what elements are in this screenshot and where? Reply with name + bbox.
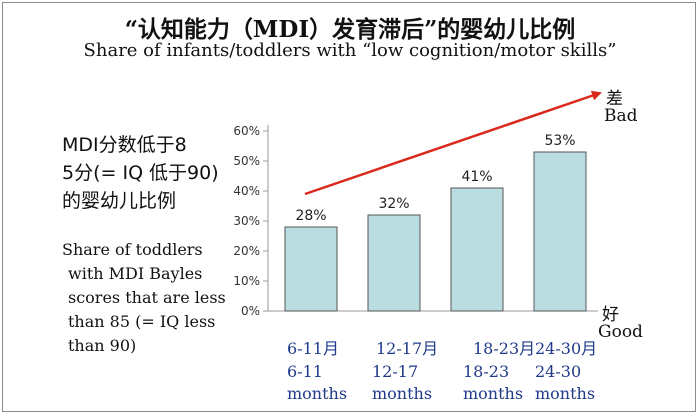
category-label-zh: 6-11月 [287,339,339,358]
left-label-en-line-1: Share of toddlers [62,240,203,259]
category-label-en: 18-23 months [463,361,523,405]
left-label-en-line-3: scores that are less [68,288,226,307]
bar-value-label: 28% [295,208,326,224]
good-label-zh: 好 [602,305,619,325]
bar-value-label: 41% [461,169,492,185]
good-label-en: Good [598,322,643,342]
chart-title: “认知能力（MDI）发育滞后”的婴幼儿比例 [124,16,576,43]
y-tick-label: 40% [233,184,260,198]
bad-label-zh: 差 [606,89,623,109]
category-unit: months [287,384,348,403]
bar [533,151,587,312]
bar [450,187,504,312]
category-unit: months [463,384,524,403]
trend-arrow [304,90,602,196]
category-range: 6-11 [287,362,323,381]
category-range: 24-30 [535,362,582,381]
y-tick-label: 10% [233,274,260,288]
category-label-en: 6-11 months [287,361,347,405]
bad-label-en: Bad [604,106,638,126]
y-tick-label: 20% [233,244,260,258]
category-range: 12-17 [372,362,419,381]
category-label-en: 12-17 months [372,361,432,405]
left-label-zh-line-2: 5分(= IQ 低于90) [62,162,219,184]
bar-value-label: 32% [378,196,409,212]
left-label-en-line-5: than 90) [68,336,137,355]
category-label-zh: 12-17月 [376,339,439,358]
left-label-zh-line-3: 的婴幼儿比例 [62,190,177,212]
category-label-en: 24-30 months [535,361,595,405]
slide-frame [2,2,696,412]
category-range: 18-23 [463,362,510,381]
bar-value-label: 53% [544,133,575,149]
category-label-zh: 18-23月 [473,339,536,358]
category-label-zh: 24-30月 [535,339,598,358]
category-unit: months [535,384,596,403]
y-tick-label: 50% [233,154,260,168]
left-label-en-line-4: than 85 (= IQ less [68,312,216,331]
chart-subtitle: Share of infants/toddlers with “low cogn… [83,40,617,61]
left-label-en-line-2: with MDI Bayles [68,264,203,283]
bar [284,226,338,312]
category-unit: months [372,384,433,403]
bar [367,214,421,312]
y-tick-label: 30% [233,214,260,228]
y-tick-label: 0% [241,304,260,318]
y-tick-label: 60% [233,124,260,138]
left-label-zh-line-1: MDI分数低于8 [62,134,187,156]
